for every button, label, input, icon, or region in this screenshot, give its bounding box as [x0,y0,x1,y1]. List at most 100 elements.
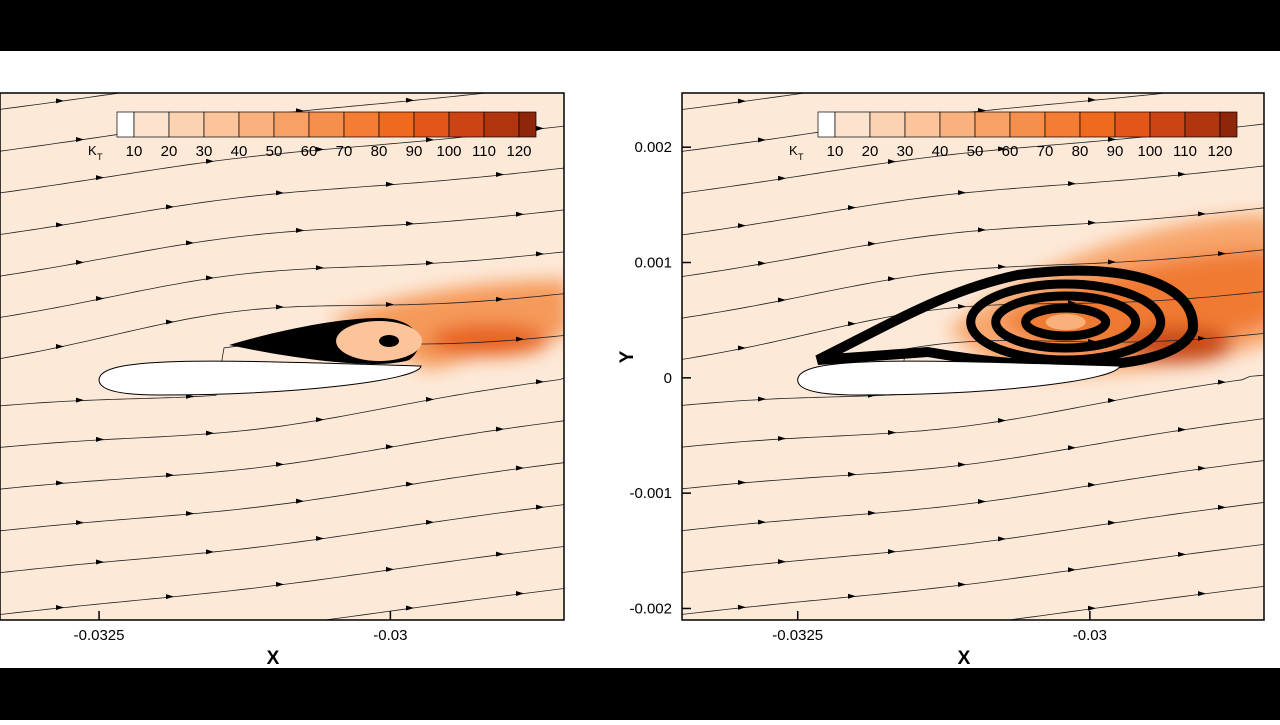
plume-core [429,324,550,356]
streamline-arrow [888,549,896,555]
streamline-arrow [1088,97,1096,103]
streamline-arrow [978,620,986,625]
streamline-arrow [406,605,414,611]
colorbar-title: K [88,143,97,158]
streamline [682,460,1264,532]
colorbar-label: 30 [196,143,213,160]
streamline-arrow [758,260,766,266]
streamline-arrow [76,645,84,650]
streamline-arrow [186,510,194,516]
streamline-arrow [426,644,434,649]
colorbar-label: 80 [1072,143,1089,160]
streamline-arrow [166,319,174,325]
streamline-arrow [426,260,434,266]
streamline-arrow [296,498,304,504]
streamline-arrow [316,417,324,423]
streamline-arrow [958,190,966,196]
streamline-arrow [166,594,174,600]
colorbar-label: 30 [897,143,914,160]
colorbar-label: 120 [506,143,531,160]
colorbar-box [834,111,871,138]
colorbar-title-sub: T [798,152,804,162]
streamline-arrow [276,581,284,587]
streamline-arrow [386,566,394,572]
streamline-arrow [1068,58,1076,63]
streamline-arrow [166,83,174,88]
streamline-arrow [496,551,504,557]
streamline-arrow [386,302,394,308]
streamline-arrow [958,303,966,309]
streamline-arrow [76,397,84,403]
streamline-arrow [96,175,104,181]
streamline-arrow [296,227,304,233]
colorbar-box [448,111,485,138]
colorbar-label: 40 [231,143,248,160]
colorbar-box [1114,111,1151,138]
streamline-arrow [96,559,104,565]
colorbar-label: 60 [1002,143,1019,160]
streamline [0,293,564,360]
streamline-arrow [426,137,434,143]
streamline-arrow [998,417,1006,423]
x-tick-label: -0.03 [373,627,407,644]
colorbar-box [308,111,345,138]
streamline-arrow [1178,551,1186,557]
plot-area [682,58,1264,664]
streamline-arrow [1108,520,1116,526]
streamline-arrow [1198,335,1206,341]
y-tick-label: 0.001 [634,255,672,272]
streamline-arrow [206,430,214,436]
streamline-arrow [56,604,64,610]
colorbar-box [116,111,135,138]
streamline-arrow [1088,605,1096,611]
streamline-arrow [536,630,544,635]
streamline-arrow [316,535,324,541]
colorbar-box [343,111,380,138]
x-tick-label: -0.03 [1073,627,1107,644]
colorbar-title: K [789,143,798,158]
streamline [682,207,1264,277]
streamline-arrow [958,462,966,468]
streamline-arrow [166,204,174,210]
streamline-arrow [998,659,1006,664]
colorbar-label: 90 [406,143,423,160]
streamline-arrow [738,223,746,229]
streamline-arrow [96,296,104,302]
streamline-arrow [206,158,214,164]
streamline-arrow [316,146,324,152]
streamline-arrow [1108,645,1116,650]
colorbar-label: 50 [266,143,283,160]
colorbar-box [939,111,976,138]
streamline [682,249,1264,319]
streamline-arrow [978,498,986,504]
streamline-arrow [888,159,896,165]
streamline-arrow [998,264,1006,270]
streamline-arrow [386,181,394,187]
streamline-arrow [778,297,786,303]
colorbar-title-sub: T [97,152,103,162]
colorbar-label: 50 [967,143,984,160]
streamline-arrow [1218,504,1226,510]
streamline-arrow [868,241,876,247]
streamline-arrow [496,172,504,178]
streamline-arrow [888,430,896,436]
colorbar-box [1184,111,1221,138]
streamline [682,374,1264,448]
streamline-arrow [56,98,64,104]
streamline-arrow [738,98,746,104]
streamline-arrow [496,296,504,302]
x-axis-label: X [267,648,280,669]
streamline-arrow [386,444,394,450]
colorbar-box [273,111,310,138]
y-tick-label: -0.002 [629,600,672,617]
colorbar-box [203,111,240,138]
colorbar-box [1009,111,1046,138]
streamline-arrow [516,86,524,91]
streamline-arrow [1108,259,1116,265]
y-tick-label: -0.001 [629,485,672,502]
colorbar-box [413,111,450,138]
streamline [0,462,564,532]
streamline-arrow [536,125,544,131]
streamline-arrow [848,321,856,327]
